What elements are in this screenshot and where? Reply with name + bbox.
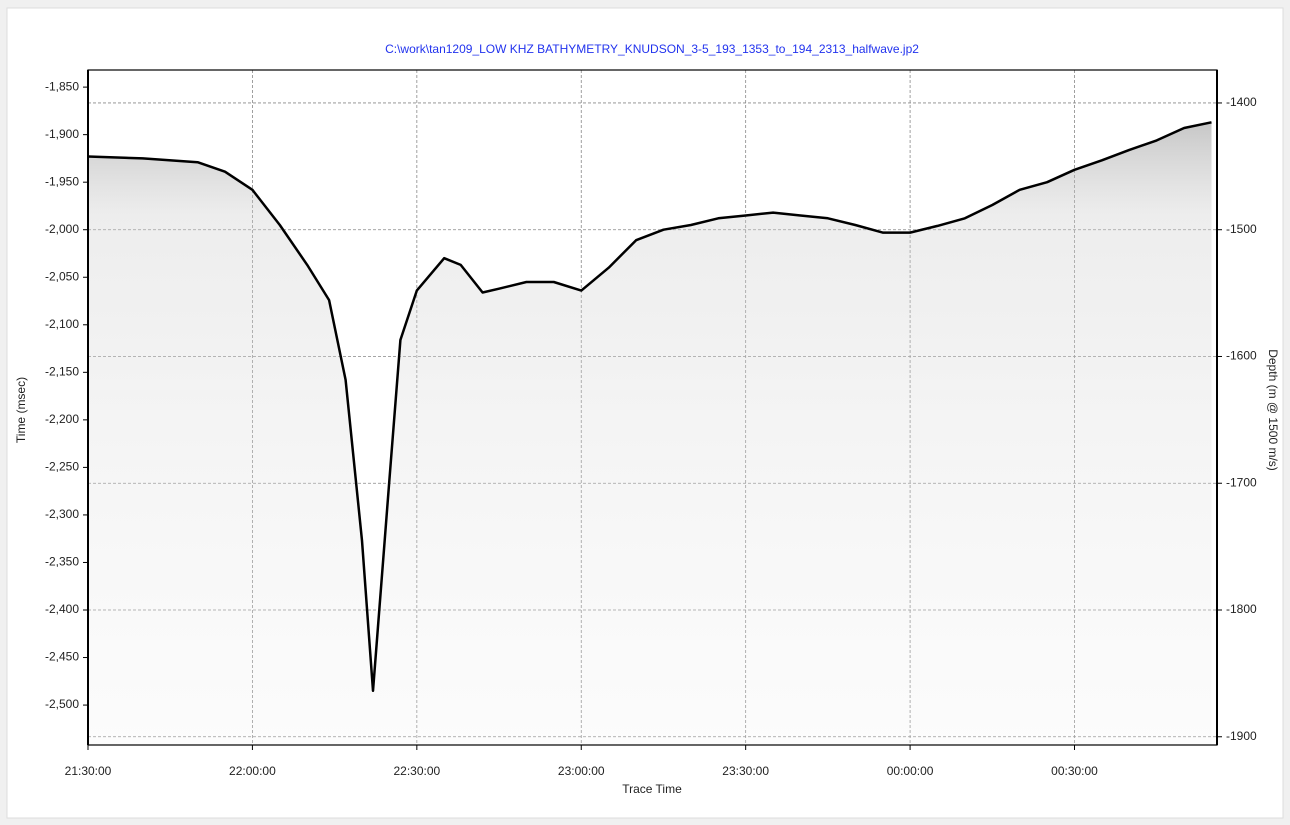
sediment-area: [88, 122, 1212, 746]
seafloor-line: [87, 121, 1212, 693]
y2-axis-label: Depth (m @ 1500 m/s): [1266, 349, 1280, 471]
y2-tick-label: -1700: [1226, 475, 1257, 489]
y-tick-label: -2,050: [45, 269, 79, 283]
y-tick-label: -1,950: [45, 174, 79, 188]
y2-tick-label: -1500: [1226, 222, 1257, 236]
y2-tick-label: -1800: [1226, 602, 1257, 616]
x-tick-label: 00:30:00: [1051, 764, 1098, 778]
y-tick-label: -2,300: [45, 507, 79, 521]
y-tick-label: -2,100: [45, 317, 79, 331]
chart-title: C:\work\tan1209_LOW KHZ BATHYMETRY_KNUDS…: [385, 42, 919, 56]
x-tick-label: 22:00:00: [229, 764, 276, 778]
x-tick-label: 22:30:00: [393, 764, 440, 778]
y-tick-label: -2,350: [45, 555, 79, 569]
x-tick-label: 00:00:00: [887, 764, 934, 778]
y-tick-label: -2,200: [45, 412, 79, 426]
y-tick-label: -2,250: [45, 460, 79, 474]
y-axis-label: Time (msec): [14, 377, 28, 443]
x-axis-label: Trace Time: [622, 782, 682, 796]
y-tick-label: -2,150: [45, 364, 79, 378]
y-tick-label: -2,400: [45, 602, 79, 616]
y-tick-label: -2,450: [45, 650, 79, 664]
y2-tick-label: -1900: [1226, 729, 1257, 743]
x-tick-label: 23:00:00: [558, 764, 605, 778]
y-tick-label: -2,000: [45, 222, 79, 236]
x-tick-label: 23:30:00: [722, 764, 769, 778]
y2-tick-label: -1400: [1226, 95, 1257, 109]
y2-tick-label: -1600: [1226, 349, 1257, 363]
x-tick-label: 21:30:00: [65, 764, 112, 778]
y-tick-label: -1,900: [45, 127, 79, 141]
y-tick-label: -1,850: [45, 79, 79, 93]
y-tick-label: -2,500: [45, 697, 79, 711]
